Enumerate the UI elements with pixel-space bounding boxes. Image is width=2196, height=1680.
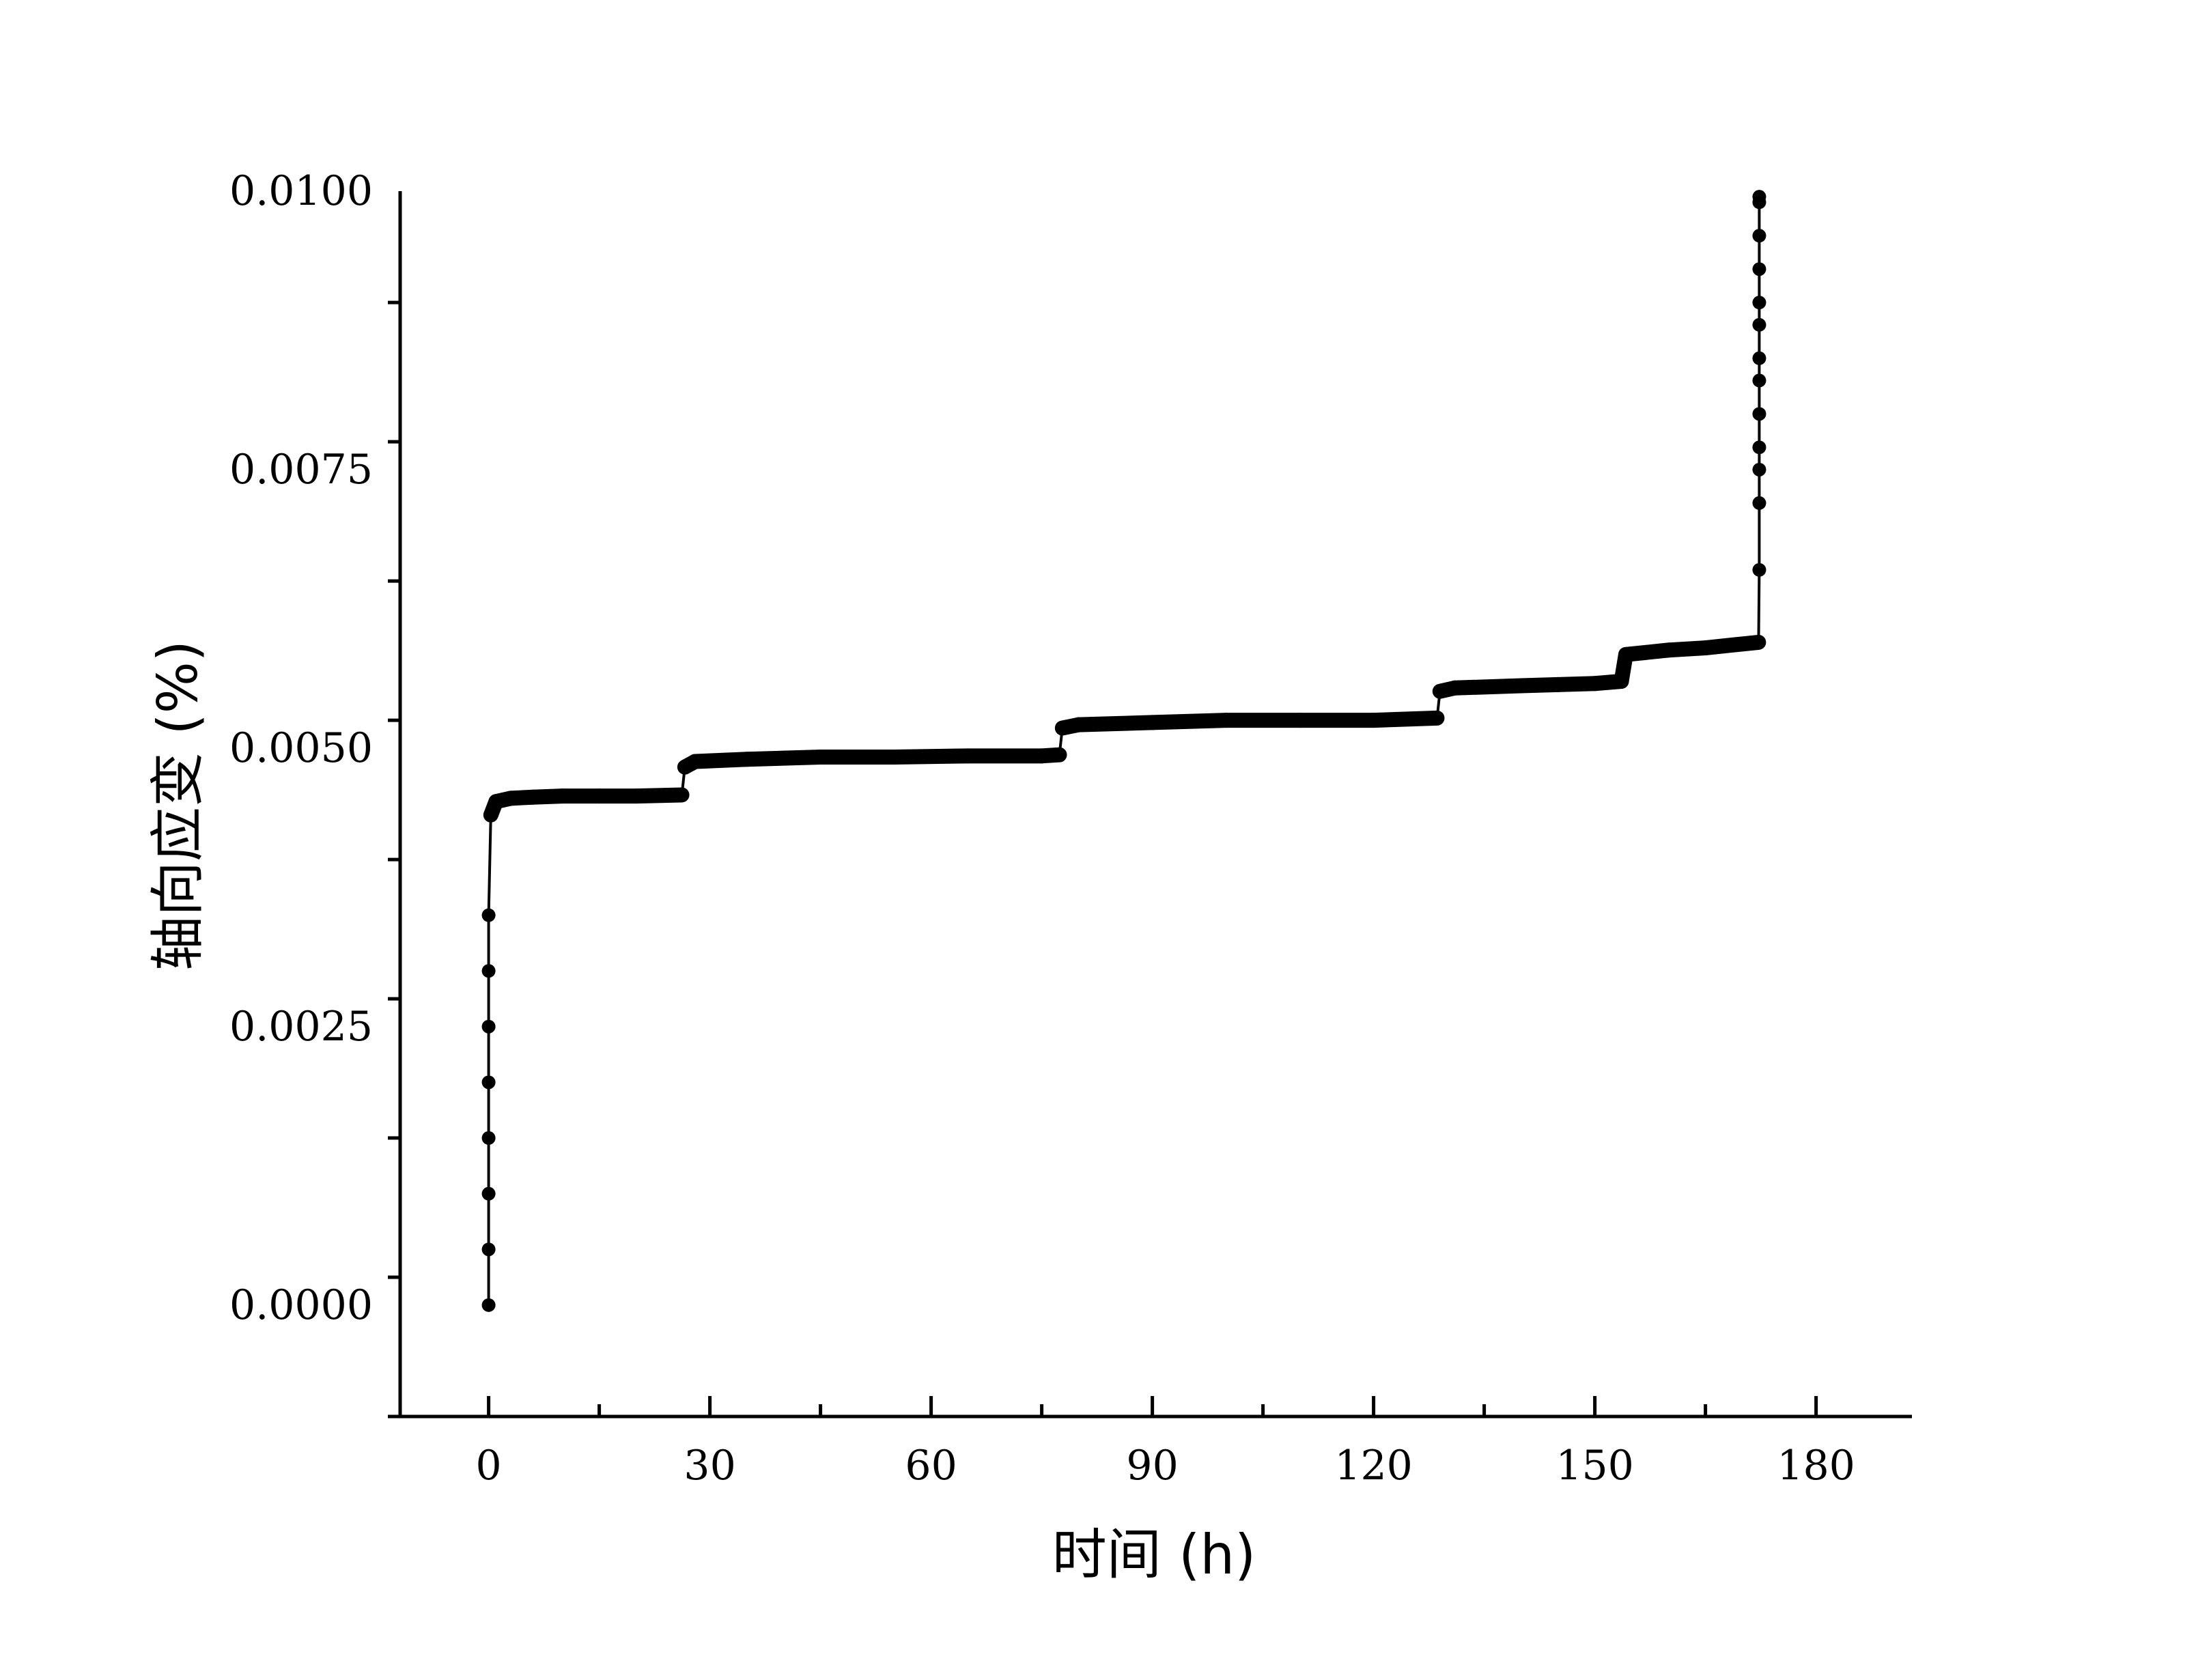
series-band [1144, 713, 1234, 730]
data-point [1448, 681, 1462, 695]
data-point [1752, 373, 1766, 388]
data-point [1514, 679, 1528, 693]
data-point [1366, 713, 1381, 728]
data-point [1145, 715, 1159, 730]
data-point [1752, 440, 1766, 455]
data-point [481, 1075, 496, 1090]
y-tick-label: 0.0025 [229, 1003, 373, 1051]
data-point [1752, 190, 1766, 204]
y-tick-label: 0.0075 [229, 446, 373, 494]
data-point [504, 791, 518, 806]
data-point [592, 789, 606, 803]
x-tick-label: 120 [1334, 1442, 1413, 1490]
data-point [481, 1298, 496, 1312]
tick-labels: 0.0000 0.0025 0.0050 0.0075 0.0100 0 30 60 90 120… [229, 167, 1855, 1490]
x-tick-label: 150 [1556, 1442, 1634, 1490]
data-point [1034, 749, 1049, 763]
data-point [483, 808, 498, 822]
data-point [1055, 721, 1069, 735]
data-point [1752, 351, 1766, 365]
x-axis-title: 时间 (h) [1052, 1523, 1256, 1586]
data-point [677, 760, 692, 774]
series-band [688, 752, 755, 769]
data-point [1752, 262, 1766, 276]
y-tick-label: 0.0050 [229, 724, 373, 772]
data-point [1052, 748, 1067, 762]
data-point [481, 908, 496, 922]
series-band [886, 748, 976, 765]
data-point [887, 750, 901, 764]
data-point [1433, 684, 1447, 698]
y-tick-label: 0.0100 [229, 167, 373, 215]
x-tick-label: 0 [476, 1442, 502, 1490]
data-point [1219, 713, 1233, 728]
data-point [1661, 643, 1676, 657]
data-point [813, 750, 828, 764]
series-band [1366, 710, 1445, 728]
data-point [1752, 496, 1766, 510]
axis-ticks [388, 300, 1818, 1419]
data-point [1293, 713, 1307, 728]
data-point [1752, 563, 1766, 577]
data-point [961, 749, 975, 763]
data-point [1752, 317, 1766, 332]
data-point [1071, 717, 1086, 732]
data-point [481, 1019, 496, 1034]
data-point [688, 754, 702, 769]
series-line [487, 197, 1761, 1305]
x-tick-label: 90 [1126, 1442, 1178, 1490]
data-point [481, 964, 496, 978]
y-axis-title: 轴向应变 (%) [146, 640, 210, 971]
series-band [1447, 678, 1529, 696]
data-point [1752, 407, 1766, 421]
x-tick-label: 30 [684, 1442, 735, 1490]
data-point [1752, 296, 1766, 310]
data-point [740, 752, 754, 767]
data-point [1751, 635, 1766, 649]
data-point [629, 789, 643, 803]
data-point [1752, 229, 1766, 243]
data-point [481, 1131, 496, 1145]
data-point [489, 795, 503, 809]
data-point [526, 790, 540, 804]
data-point [1618, 647, 1633, 661]
data-point [1588, 677, 1602, 691]
data-point [481, 1242, 496, 1257]
data-point [555, 789, 569, 803]
y-tick-label: 0.0000 [229, 1281, 373, 1329]
data-point [675, 788, 689, 802]
x-tick-label: 180 [1777, 1442, 1855, 1490]
series-band [1071, 715, 1160, 732]
data-point [1752, 462, 1766, 476]
x-tick-label: 60 [905, 1442, 957, 1490]
data-series [481, 190, 1766, 1312]
series-band [1698, 634, 1766, 656]
series-band [628, 787, 690, 804]
series-band [739, 749, 828, 767]
data-point [1698, 641, 1713, 655]
data-point [1551, 677, 1565, 692]
data-point [481, 1186, 496, 1201]
data-point [1430, 711, 1444, 725]
data-point [1614, 674, 1629, 688]
